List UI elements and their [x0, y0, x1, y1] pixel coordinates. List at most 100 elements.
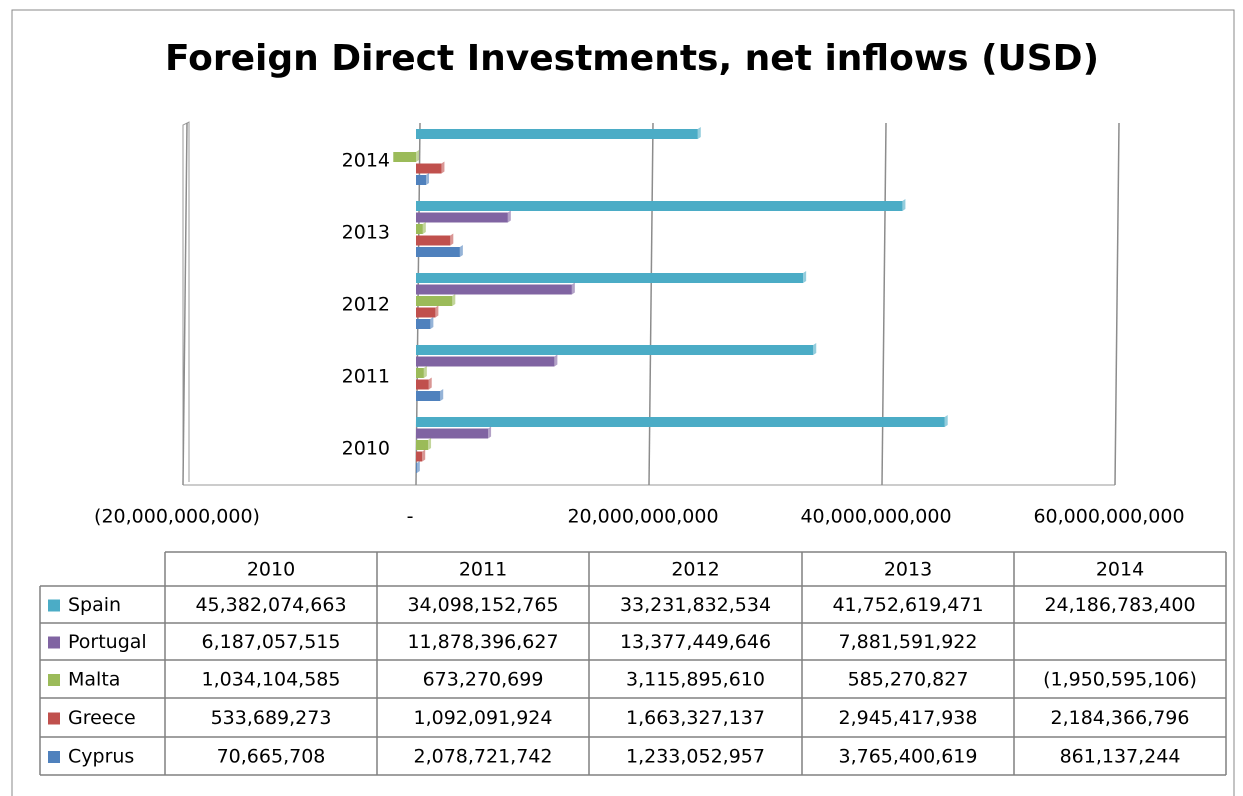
x-tick-label: 40,000,000,000: [800, 506, 951, 528]
table-cell: 34,098,152,765: [407, 594, 558, 616]
bar-face: [416, 379, 429, 390]
bar-face: [416, 212, 508, 223]
legend-key: [48, 636, 60, 649]
x-tick-label: (20,000,000,000): [94, 506, 260, 528]
bar: [416, 210, 511, 223]
legend-label: Greece: [68, 707, 136, 729]
bar-side: [422, 222, 426, 234]
x-tick-label: 20,000,000,000: [567, 506, 718, 528]
bar-side: [944, 415, 948, 427]
chart-frame: [11, 9, 1235, 796]
table-cell: 2,078,721,742: [413, 746, 552, 768]
bar: [416, 245, 463, 257]
table-header: 2014: [1096, 559, 1144, 581]
table-header: 2010: [247, 559, 295, 581]
bar-face: [416, 345, 814, 355]
grid-line: [1114, 122, 1120, 486]
bar-face: [416, 428, 489, 439]
table-cell: 861,137,244: [1060, 746, 1181, 768]
bar: [416, 366, 427, 378]
bar-side: [452, 294, 456, 306]
bar-side: [554, 354, 558, 367]
wall-edge: [182, 121, 190, 485]
chart-title: Foreign Direct Investments, net inflows …: [165, 38, 1099, 79]
bar: [416, 343, 817, 355]
table-cell: 533,689,273: [211, 707, 332, 729]
bar-face: [416, 273, 804, 283]
bar-side: [441, 161, 445, 174]
bar: [416, 389, 444, 401]
table-cell: 24,186,783,400: [1044, 594, 1195, 616]
bar: [416, 222, 426, 234]
table-cell: 2,945,417,938: [838, 707, 977, 729]
bar-face: [393, 152, 416, 162]
legend-label: Malta: [68, 669, 120, 691]
table-header: 2013: [884, 559, 932, 581]
bar-face: [416, 417, 945, 427]
legend-key: [48, 712, 60, 725]
table-cell: 70,665,708: [217, 746, 326, 768]
bar-side: [803, 271, 807, 283]
legend-label: Portugal: [68, 631, 147, 653]
bar-face: [416, 129, 698, 139]
table-cell: 3,115,895,610: [626, 669, 765, 691]
table-cell: 33,231,832,534: [620, 594, 771, 616]
bar-face: [416, 368, 424, 378]
legend-label: Spain: [68, 594, 121, 616]
bar: [393, 150, 419, 162]
table-cell: 45,382,074,663: [195, 594, 346, 616]
bar-face: [416, 284, 572, 295]
bar: [416, 199, 906, 211]
bar-face: [416, 440, 429, 450]
bar: [416, 377, 432, 390]
legend-key: [48, 674, 60, 686]
legend-label: Cyprus: [68, 746, 134, 768]
legend-key: [48, 751, 60, 763]
bar-side: [435, 305, 439, 318]
bar: [416, 461, 420, 473]
table-cell: 585,270,827: [848, 669, 969, 691]
table-cell: 1,034,104,585: [201, 669, 340, 691]
bar-side: [697, 127, 701, 139]
table-cell: 6,187,057,515: [201, 631, 340, 653]
bar-face: [416, 451, 423, 462]
bar-side: [416, 461, 420, 473]
bar-side: [428, 438, 432, 450]
table-cell: 1,092,091,924: [413, 707, 552, 729]
x-tick-label: 60,000,000,000: [1033, 506, 1184, 528]
table-cell: 13,377,449,646: [620, 631, 771, 653]
bar: [416, 233, 454, 246]
table-cell: 1,233,052,957: [626, 746, 765, 768]
table-cell: 7,881,591,922: [838, 631, 977, 653]
bar-side: [571, 282, 575, 295]
bar-face: [416, 391, 441, 401]
bar-side: [459, 245, 463, 257]
bar-face: [416, 296, 453, 306]
table-header: 2012: [671, 559, 719, 581]
bar-side: [440, 389, 444, 401]
bar: [416, 161, 445, 174]
bar-face: [416, 356, 555, 367]
bar: [416, 305, 439, 318]
bar-side: [423, 366, 427, 378]
bar: [416, 317, 434, 329]
table-header: 2011: [459, 559, 507, 581]
bar: [416, 173, 430, 185]
bar: [416, 415, 948, 427]
bar: [416, 294, 456, 306]
bar-side: [422, 449, 426, 462]
bar: [416, 271, 807, 283]
x-tick-label: -: [407, 506, 414, 528]
bar: [416, 426, 492, 439]
bar-face: [416, 307, 436, 318]
y-tick-label: 2011: [342, 366, 390, 388]
bar: [416, 449, 426, 462]
bar: [416, 282, 575, 295]
y-tick-label: 2010: [342, 438, 390, 460]
table-cell: 673,270,699: [423, 669, 544, 691]
bar: [416, 438, 432, 450]
bar-face: [416, 247, 460, 257]
y-tick-label: 2013: [342, 222, 390, 244]
bar-side: [430, 317, 434, 329]
